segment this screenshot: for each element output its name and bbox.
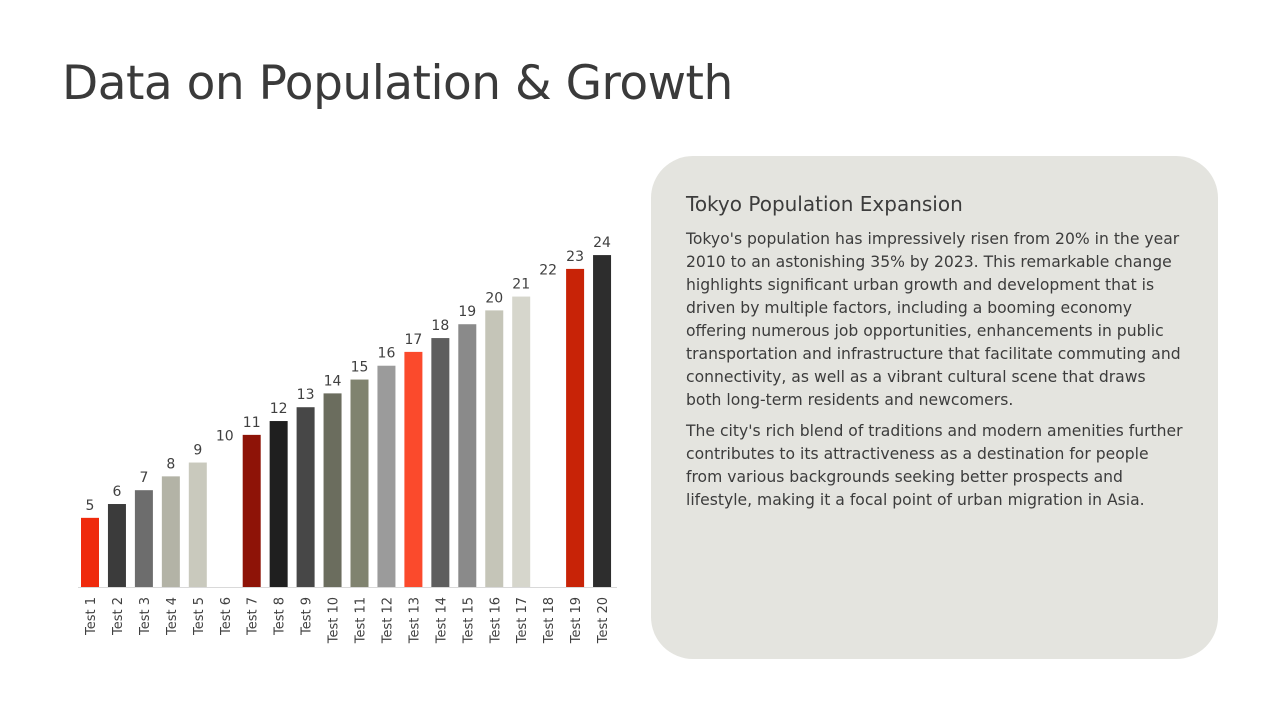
bar-6 bbox=[215, 448, 234, 587]
data-label-1: 5 bbox=[86, 498, 95, 514]
bar-4 bbox=[161, 476, 180, 587]
x-tick-label-1: Test 1 bbox=[84, 597, 99, 636]
bar-11 bbox=[350, 379, 369, 587]
data-label-9: 13 bbox=[297, 387, 315, 403]
x-tick-label-5: Test 5 bbox=[192, 597, 207, 636]
card-heading: Tokyo Population Expansion bbox=[686, 192, 963, 216]
data-label-13: 17 bbox=[404, 332, 422, 348]
data-label-5: 9 bbox=[193, 443, 202, 459]
x-tick-label-8: Test 8 bbox=[273, 597, 288, 636]
data-label-3: 7 bbox=[139, 470, 148, 486]
x-tick-label-15: Test 15 bbox=[461, 597, 476, 644]
x-tick-label-7: Test 7 bbox=[246, 597, 261, 636]
x-tick-label-13: Test 13 bbox=[407, 597, 422, 644]
bar-1 bbox=[81, 517, 99, 587]
data-label-19: 23 bbox=[566, 249, 584, 265]
bar-18 bbox=[539, 282, 558, 587]
x-tick-label-18: Test 18 bbox=[542, 597, 557, 644]
bar-13 bbox=[404, 351, 423, 587]
data-label-6: 10 bbox=[216, 429, 234, 445]
data-label-17: 21 bbox=[512, 277, 530, 293]
data-label-12: 16 bbox=[378, 346, 396, 362]
bar-9 bbox=[296, 407, 315, 587]
x-tick-label-12: Test 12 bbox=[380, 597, 395, 644]
card-paragraph-2: The city's rich blend of traditions and … bbox=[686, 422, 1183, 509]
data-label-2: 6 bbox=[112, 484, 121, 500]
data-label-18: 22 bbox=[539, 263, 557, 279]
bar-14 bbox=[431, 338, 450, 587]
bar-15 bbox=[458, 324, 477, 587]
x-tick-label-17: Test 17 bbox=[515, 597, 530, 644]
data-label-10: 14 bbox=[324, 373, 342, 389]
x-tick-label-10: Test 10 bbox=[327, 597, 342, 644]
data-label-20: 24 bbox=[593, 235, 611, 251]
data-label-4: 8 bbox=[166, 456, 175, 472]
x-tick-label-9: Test 9 bbox=[300, 597, 315, 636]
x-tick-label-11: Test 11 bbox=[354, 597, 369, 644]
data-label-14: 18 bbox=[431, 318, 449, 334]
x-tick-label-4: Test 4 bbox=[165, 597, 180, 636]
description-card: Tokyo Population Expansion Tokyo's popul… bbox=[651, 156, 1218, 659]
data-label-7: 11 bbox=[243, 415, 261, 431]
x-tick-label-14: Test 14 bbox=[434, 597, 449, 644]
x-tick-label-6: Test 6 bbox=[219, 597, 234, 636]
bar-7 bbox=[242, 434, 261, 587]
bar-16 bbox=[485, 310, 504, 587]
x-tick-label-16: Test 16 bbox=[488, 597, 503, 644]
bar-19 bbox=[566, 268, 585, 587]
data-label-16: 20 bbox=[485, 290, 503, 306]
x-tick-label-3: Test 3 bbox=[138, 597, 153, 636]
x-tick-label-19: Test 19 bbox=[569, 597, 584, 644]
data-label-15: 19 bbox=[458, 304, 476, 320]
bar-8 bbox=[269, 421, 288, 587]
bar-10 bbox=[323, 393, 342, 587]
bar-5 bbox=[188, 462, 207, 587]
bar-2 bbox=[107, 504, 126, 587]
x-tick-label-20: Test 20 bbox=[596, 597, 611, 644]
bar-3 bbox=[134, 490, 153, 587]
card-paragraph-1: Tokyo's population has impressively rise… bbox=[686, 230, 1181, 409]
data-label-11: 15 bbox=[351, 360, 369, 376]
slide-title: Data on Population & Growth bbox=[62, 56, 733, 111]
bar-20 bbox=[593, 255, 612, 587]
data-label-8: 12 bbox=[270, 401, 288, 417]
bar-17 bbox=[512, 296, 531, 587]
x-tick-label-2: Test 2 bbox=[111, 597, 126, 636]
bar-12 bbox=[377, 365, 396, 587]
